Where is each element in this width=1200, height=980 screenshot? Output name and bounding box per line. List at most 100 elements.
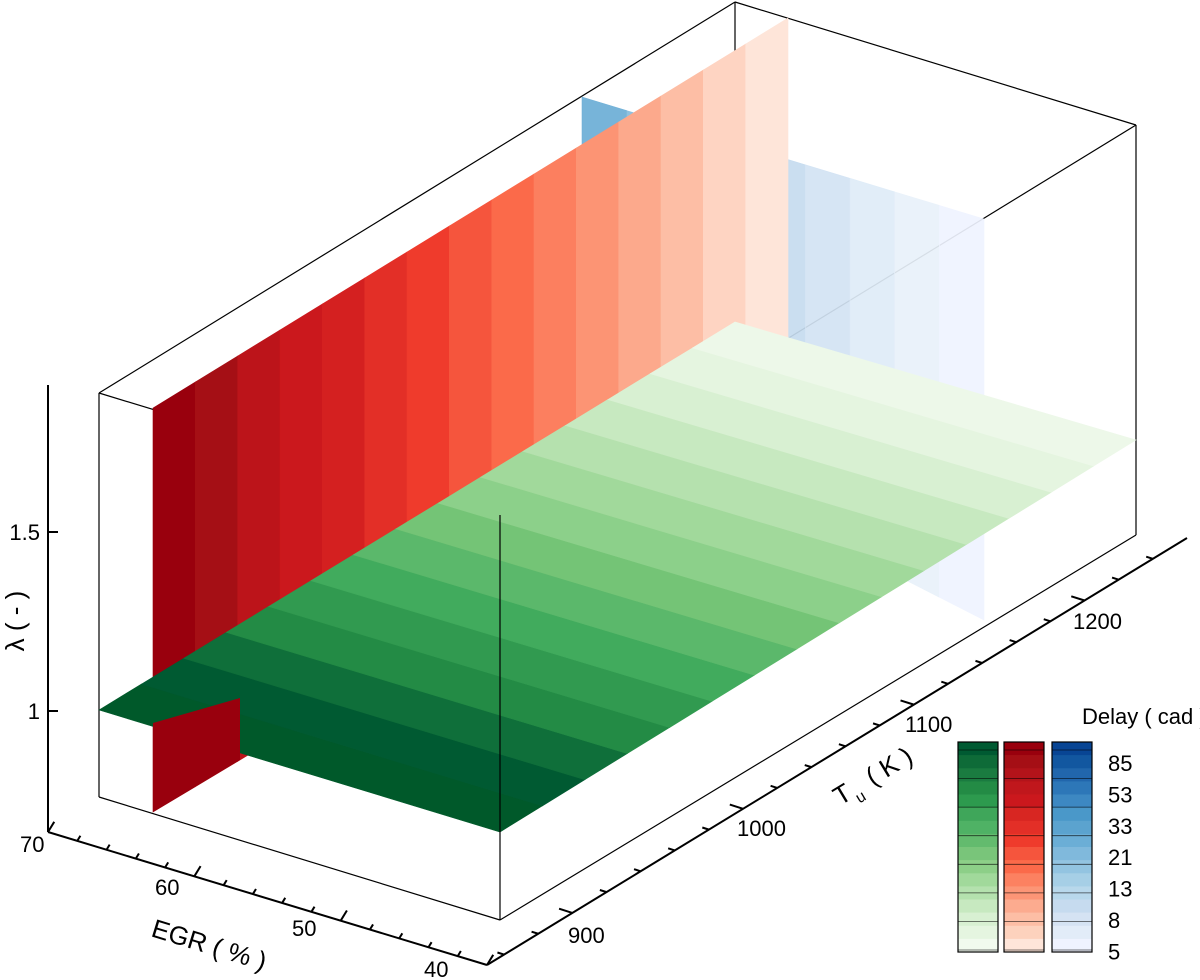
legend-swatch (958, 873, 998, 887)
legend-swatch (958, 807, 998, 822)
legend-swatch (1004, 807, 1044, 822)
legend-level-label: 33 (1108, 814, 1132, 839)
egr-tick (222, 879, 228, 886)
legend-colorbar-greens (957, 741, 999, 953)
tu-tick (1145, 555, 1154, 560)
tu-tick (1111, 576, 1120, 581)
legend-colorbar-blues (1051, 741, 1093, 953)
legend-colorbar-reds (1003, 741, 1045, 953)
box-edge (734, 1, 1137, 126)
legend-colorbars (957, 741, 1093, 953)
slice-green-plane (98, 321, 1137, 833)
tu-tick (941, 680, 949, 685)
legend-swatch (1052, 820, 1092, 835)
tu-axis-title-unit: ( K ) (860, 741, 918, 792)
legend-swatch (1052, 833, 1092, 848)
tu-tick (872, 722, 880, 727)
tu-tick (1043, 618, 1051, 623)
legend-level-label: 21 (1108, 845, 1132, 870)
legend-swatch (1052, 755, 1092, 769)
tu-tick (804, 764, 812, 769)
egr-tick (310, 906, 316, 913)
tu-tick (1009, 639, 1017, 644)
legend-swatch (1004, 768, 1044, 782)
legend-swatch (1004, 781, 1044, 795)
tu-tick (838, 743, 846, 748)
egr-tick (193, 865, 202, 877)
tu-tick (599, 889, 607, 894)
tu-axis-line (486, 537, 1188, 966)
legend-level-label: 13 (1108, 877, 1132, 902)
legend-swatch (958, 794, 998, 809)
tu-axis-title-sub: u (853, 788, 869, 807)
legend-colorbar-frame (1003, 741, 1045, 953)
egr-tick (134, 852, 140, 860)
tu-tick (900, 699, 915, 706)
legend-swatch (1004, 742, 1044, 756)
legend-swatch (1052, 781, 1092, 795)
legend-swatch (1052, 938, 1092, 953)
legend-swatch (1052, 768, 1092, 782)
legend-swatch (958, 742, 998, 756)
legend-swatch (1052, 794, 1092, 809)
egr-tick-label: 60 (155, 875, 179, 900)
legend-colorbar-frame (957, 741, 999, 953)
tu-tick (497, 951, 505, 956)
legend-title: Delay ( cad ) (1082, 704, 1200, 729)
legend-swatch (1052, 873, 1092, 887)
tu-tick-label: 900 (568, 923, 605, 948)
tu-tick (702, 826, 710, 831)
legend-swatch (1004, 755, 1044, 769)
legend-swatch (1004, 925, 1044, 940)
box-edge (98, 1, 736, 394)
lambda-tick-label: 1 (28, 699, 40, 724)
egr-ticks (47, 821, 495, 966)
tu-axis-title-main: T (828, 777, 857, 811)
legend-swatch (958, 755, 998, 769)
legend-swatch (1004, 873, 1044, 887)
tu-tick (1070, 595, 1085, 602)
egr-tick (252, 888, 257, 895)
legend-colorbar-frame (1051, 741, 1093, 953)
legend-swatch (1004, 833, 1044, 848)
egr-axis (47, 831, 488, 966)
legend-level-label: 53 (1108, 782, 1132, 807)
lambda-axis-title: λ ( - ) (0, 591, 30, 652)
box-edge (98, 796, 501, 921)
tu-ticks (497, 555, 1154, 956)
legend-swatch (1004, 847, 1044, 861)
legend-swatch (1052, 807, 1092, 822)
tu-tick (667, 847, 676, 852)
egr-tick (105, 844, 111, 851)
tu-tick (558, 907, 573, 914)
egr-tick (76, 835, 82, 842)
tu-tick-label: 1200 (1073, 609, 1122, 634)
egr-tick (281, 897, 287, 904)
lambda-axis (47, 385, 58, 832)
tu-axis (486, 537, 1188, 966)
legend-swatch (958, 912, 998, 927)
legend-swatch (1052, 847, 1092, 861)
egr-tick-label: 50 (292, 916, 316, 941)
legend-swatch (1004, 794, 1044, 809)
egr-tick (456, 950, 462, 957)
tu-tick-label: 1000 (737, 816, 786, 841)
legend-swatch (1004, 899, 1044, 914)
legend-swatch (1004, 912, 1044, 927)
legend-swatch (958, 820, 998, 835)
legend-swatch (958, 925, 998, 940)
legend-swatch (1004, 938, 1044, 953)
legend-level-label: 5 (1108, 939, 1120, 964)
tu-tick (633, 868, 641, 873)
egr-tick (47, 821, 56, 833)
tu-tick (729, 803, 744, 810)
egr-tick (427, 941, 433, 948)
egr-tick (339, 909, 348, 922)
legend-swatch (1052, 925, 1092, 940)
legend-swatch (1004, 820, 1044, 835)
box-edge (499, 534, 1137, 921)
green-slice-band (691, 321, 1137, 467)
legend-swatch (1052, 860, 1092, 874)
legend-swatch (958, 938, 998, 953)
